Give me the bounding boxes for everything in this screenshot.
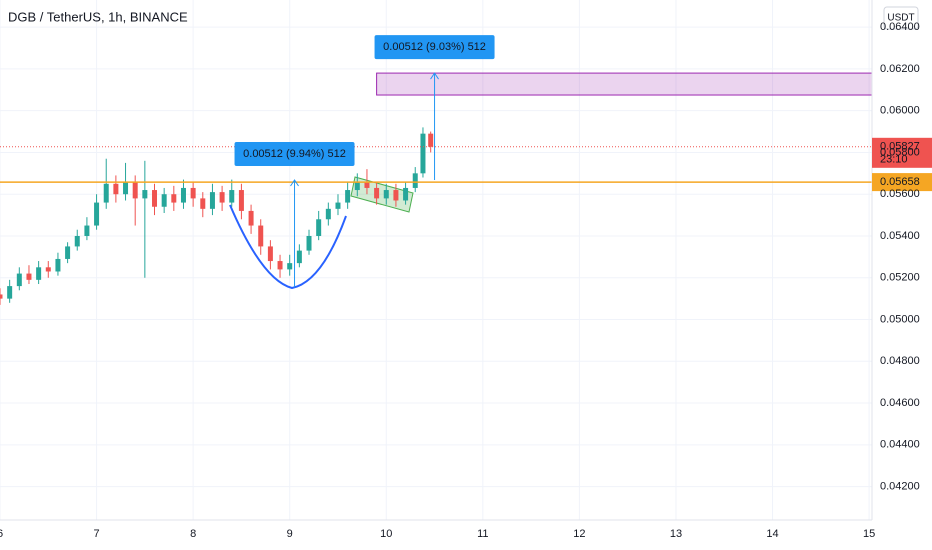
candle-body	[335, 202, 341, 209]
candle-body	[219, 192, 225, 203]
x-tick-label: 12	[573, 528, 585, 540]
candle-body	[65, 246, 71, 259]
candle-body	[171, 194, 177, 203]
candle-body	[7, 286, 13, 299]
y-tick-label: 0.04600	[880, 397, 920, 409]
measure-box	[374, 35, 495, 60]
measure-label: 0.00512 (9.03%) 512	[383, 41, 486, 53]
candle-body	[55, 258, 61, 272]
candle-body	[428, 133, 434, 147]
candle-body	[316, 219, 322, 236]
candle-body	[200, 198, 206, 209]
x-tick-label: 7	[94, 528, 100, 540]
candle-body	[26, 273, 32, 280]
candle-body	[248, 210, 254, 226]
candle-body	[306, 235, 312, 251]
candle-body	[403, 187, 409, 201]
candle-body	[94, 202, 100, 226]
candle-body	[84, 225, 90, 236]
candle-body	[345, 190, 351, 203]
candle-body	[209, 192, 215, 209]
candle-body	[132, 181, 138, 199]
last-price-label: 0.05827	[880, 141, 920, 153]
x-tick-label: 15	[863, 528, 875, 540]
arrow-head	[430, 72, 439, 80]
candle-body	[287, 263, 293, 270]
candle-body	[420, 133, 426, 174]
candle-body	[0, 294, 3, 299]
last-price-tag	[872, 137, 932, 168]
y-tick-label: 0.05000	[880, 313, 920, 325]
candle-body	[123, 181, 129, 195]
candle-body	[354, 181, 360, 191]
candle-body	[16, 273, 22, 287]
y-tick-label: 0.05400	[880, 230, 920, 242]
candle-body	[161, 194, 167, 207]
x-tick-label: 8	[190, 528, 196, 540]
price-tag	[872, 173, 932, 192]
candle-body	[190, 187, 196, 199]
candle-body	[238, 190, 244, 211]
x-tick-label: 6	[0, 528, 3, 540]
candle-body	[74, 235, 80, 247]
candle-body	[364, 181, 370, 188]
cup-drawing	[229, 204, 347, 290]
measure-label: 0.00512 (9.94%) 512	[243, 148, 346, 160]
x-tick-label: 13	[670, 528, 682, 540]
x-tick-label: 11	[477, 528, 488, 540]
currency-button[interactable]	[883, 6, 919, 30]
candle-body	[393, 190, 399, 201]
candle-body	[180, 187, 186, 203]
y-tick-label: 0.06200	[880, 63, 920, 75]
candle-body	[374, 187, 380, 199]
measure-box	[234, 142, 355, 167]
candle-body	[325, 208, 331, 220]
y-tick-label: 0.05800	[880, 146, 920, 158]
x-tick-label: 10	[380, 528, 392, 540]
arrow-head	[290, 179, 299, 187]
candle-body	[258, 225, 264, 247]
x-tick-label: 14	[766, 528, 778, 540]
y-tick-label: 0.06000	[880, 105, 920, 117]
candle-body	[229, 190, 235, 203]
candle-body	[103, 183, 109, 203]
candle-body	[113, 183, 119, 195]
price-tag-label: 0.05658	[880, 176, 920, 188]
candle-body	[267, 246, 273, 262]
candle-body	[296, 250, 302, 264]
countdown-label: 23:10	[880, 154, 908, 166]
y-tick-label: 0.05200	[880, 272, 920, 284]
candle-body	[36, 267, 42, 280]
currency-label[interactable]: USDT	[887, 13, 914, 24]
target-zone	[376, 72, 873, 96]
y-tick-label: 0.04200	[880, 480, 920, 492]
y-tick-label: 0.04800	[880, 355, 920, 367]
candle-body	[277, 261, 283, 270]
candle-body	[152, 190, 158, 207]
y-tick-label: 0.04400	[880, 439, 920, 451]
candle-body	[45, 267, 51, 272]
y-tick-label: 0.06400	[880, 21, 920, 33]
candle-body	[142, 190, 148, 199]
chart-title: DGB / TetherUS, 1h, BINANCE	[8, 9, 188, 24]
x-tick-label: 9	[287, 528, 293, 540]
y-tick-label: 0.05600	[880, 188, 920, 200]
candle-body	[412, 173, 418, 188]
candle-body	[383, 190, 389, 199]
